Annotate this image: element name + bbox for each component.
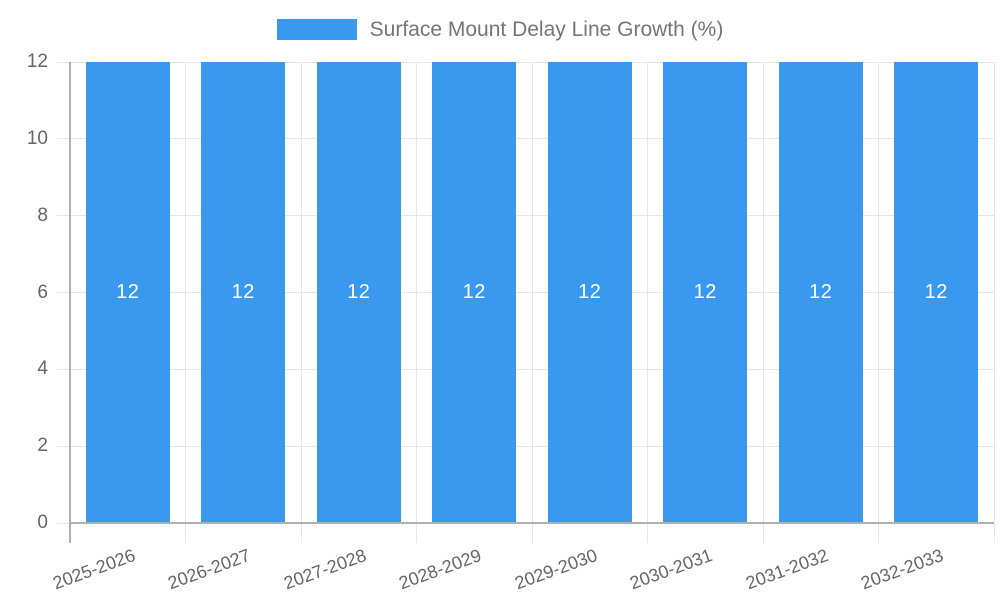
v-gridline xyxy=(993,62,995,543)
bar[interactable]: 12 xyxy=(432,62,517,523)
v-gridline xyxy=(531,62,533,543)
v-gridline xyxy=(300,62,302,543)
bar-value-label: 12 xyxy=(693,281,717,303)
bar-value-label: 12 xyxy=(462,281,486,303)
legend-swatch xyxy=(276,19,357,41)
h-gridline xyxy=(57,445,994,447)
bar[interactable]: 12 xyxy=(201,62,286,523)
y-tick-label: 4 xyxy=(37,358,48,380)
x-tick-label: 2029-2030 xyxy=(511,545,600,594)
y-tick-label: 6 xyxy=(37,281,48,303)
bar[interactable]: 12 xyxy=(547,62,632,523)
v-gridline xyxy=(762,62,764,543)
bar[interactable]: 12 xyxy=(316,62,401,523)
h-gridline xyxy=(57,215,994,217)
y-axis-line xyxy=(69,62,71,543)
x-tick-label: 2025-2026 xyxy=(49,545,138,594)
v-gridline xyxy=(878,62,879,543)
y-tick-label: 10 xyxy=(26,127,48,149)
x-tick-label: 2028-2029 xyxy=(396,545,485,594)
v-gridline xyxy=(647,62,648,543)
h-gridline xyxy=(57,292,994,293)
bar-value-label: 12 xyxy=(924,281,948,303)
x-tick-label: 2030-2031 xyxy=(627,545,716,594)
bar[interactable]: 12 xyxy=(894,62,979,523)
bar[interactable]: 12 xyxy=(85,62,170,523)
x-tick-label: 2027-2028 xyxy=(280,545,369,594)
bar[interactable]: 12 xyxy=(778,62,863,523)
h-gridline xyxy=(57,138,994,140)
bar-value-label: 12 xyxy=(116,281,140,303)
h-gridline xyxy=(57,61,994,63)
bar-value-label: 12 xyxy=(809,281,833,303)
y-tick-label: 8 xyxy=(37,204,48,226)
bar-value-label: 12 xyxy=(231,281,255,303)
bar-value-label: 12 xyxy=(578,281,602,303)
x-tick-label: 2031-2032 xyxy=(742,545,831,594)
x-axis-line xyxy=(70,522,994,524)
x-tick-label: 2026-2027 xyxy=(165,545,254,594)
bar-value-label: 12 xyxy=(347,281,371,303)
v-gridline xyxy=(416,62,417,543)
y-tick-label: 0 xyxy=(37,512,48,533)
h-gridline xyxy=(57,368,994,370)
bar[interactable]: 12 xyxy=(663,62,748,523)
legend-label: Surface Mount Delay Line Growth (%) xyxy=(369,18,724,41)
y-tick-label: 2 xyxy=(37,435,48,457)
y-tick-label: 12 xyxy=(26,51,48,72)
v-gridline xyxy=(185,62,186,543)
chart-legend[interactable]: Surface Mount Delay Line Growth (%) xyxy=(0,17,1000,42)
x-tick-label: 2032-2033 xyxy=(858,545,947,594)
